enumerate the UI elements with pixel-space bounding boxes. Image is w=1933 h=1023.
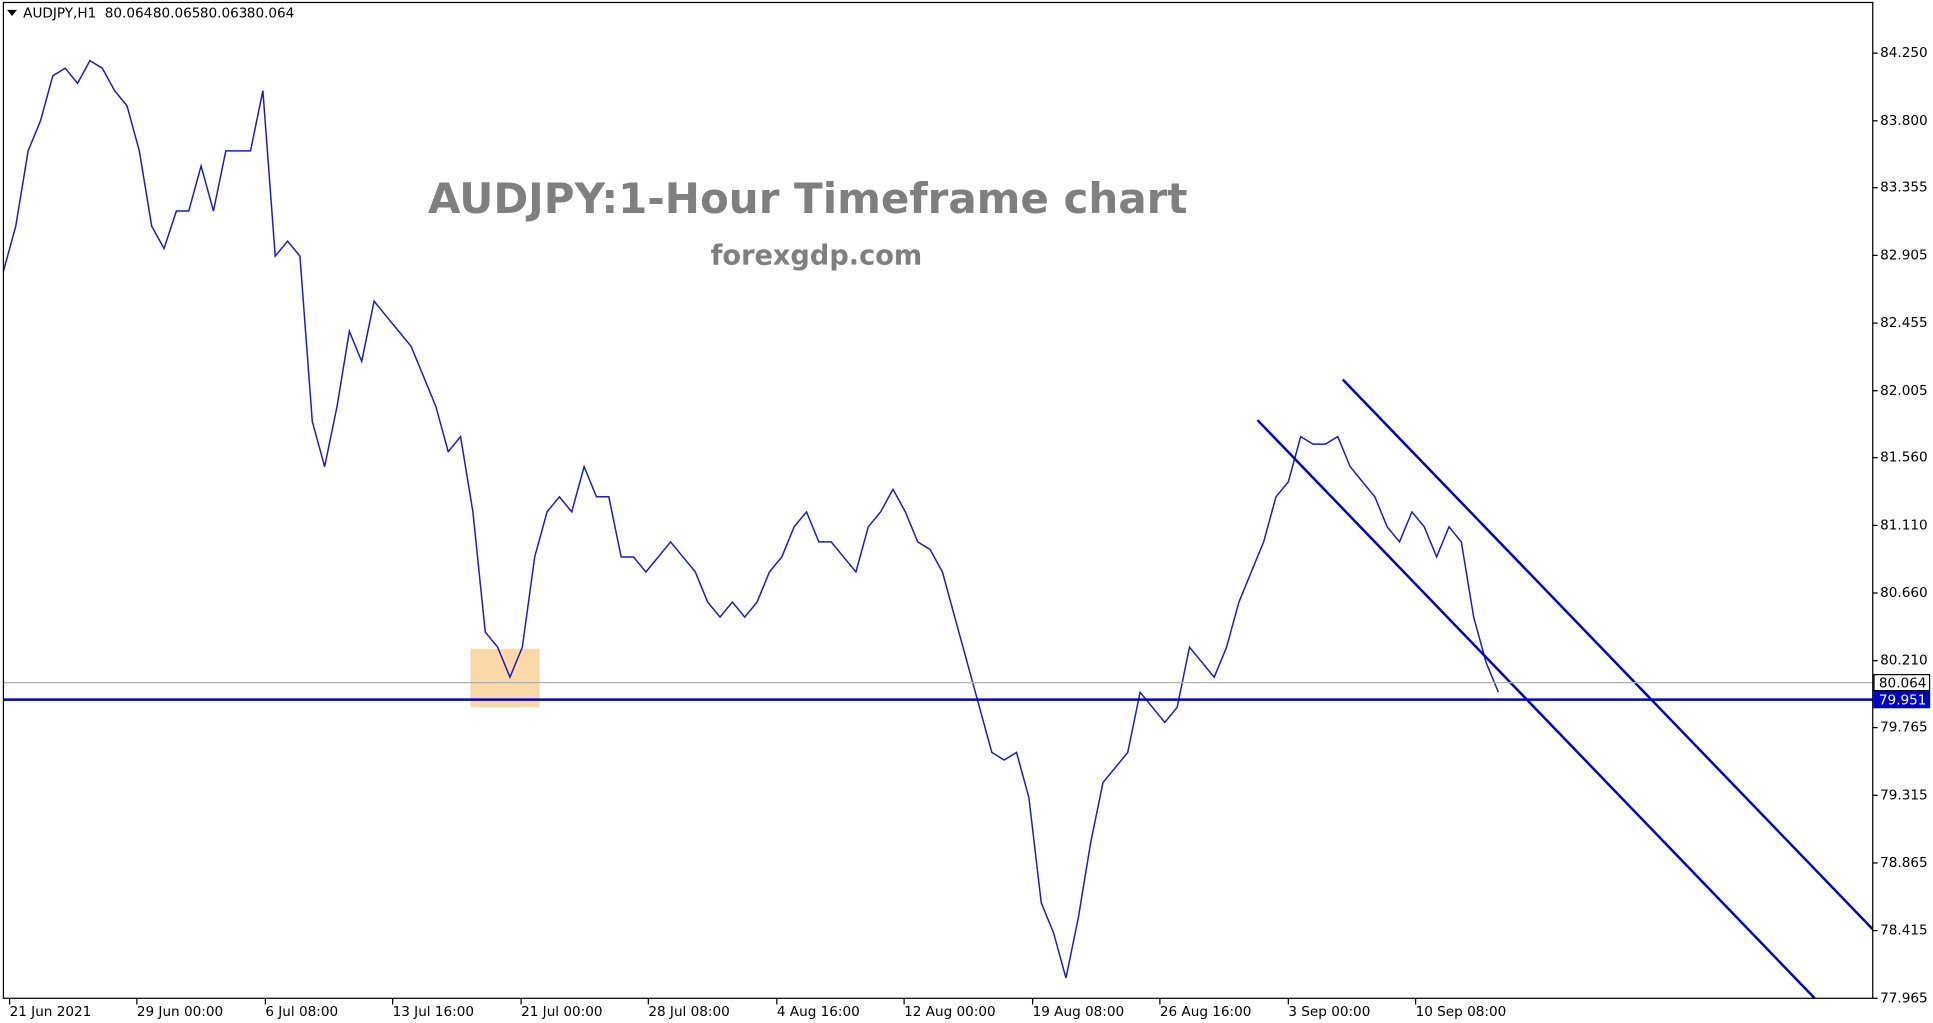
y-tick-label: 80.210 [1880, 653, 1928, 669]
x-tick-label: 26 Aug 16:00 [1160, 1004, 1252, 1020]
ohlc-high: 80.065 [153, 6, 201, 22]
price-line [3, 59, 1500, 979]
price-tag-label: 79.951 [1879, 692, 1927, 708]
y-tick-label: 80.660 [1880, 585, 1928, 601]
support-zone [470, 648, 540, 708]
ohlc-low: 80.063 [200, 6, 248, 22]
y-tick-label: 79.765 [1880, 720, 1928, 736]
x-tick-label: 6 Jul 08:00 [265, 1004, 338, 1020]
y-tick-label: 82.905 [1880, 247, 1928, 263]
ohlc-close: 80.064 [247, 6, 295, 22]
x-tick-label: 28 Jul 08:00 [648, 1004, 729, 1020]
x-tick-label: 19 Aug 08:00 [1033, 1004, 1125, 1020]
y-tick-label: 79.315 [1880, 787, 1928, 803]
symbol-label: AUDJPY,H1 [23, 6, 96, 22]
x-tick-label: 4 Aug 16:00 [777, 1004, 860, 1020]
chart-subtitle: forexgdp.com [711, 240, 923, 271]
x-tick-label: 13 Jul 16:00 [393, 1004, 474, 1020]
x-tick-label: 21 Jul 00:00 [521, 1004, 602, 1020]
x-tick-label: 12 Aug 00:00 [904, 1004, 996, 1020]
channel-line [1341, 378, 1873, 931]
y-tick-label: 77.965 [1880, 990, 1928, 1006]
y-tick-label: 81.560 [1880, 450, 1928, 466]
price-tag-label: 80.064 [1879, 675, 1927, 691]
y-tick-label: 82.455 [1880, 315, 1928, 331]
y-tick-label: 84.250 [1880, 45, 1928, 61]
plot-frame [2, 1, 1874, 999]
x-tick-label: 21 Jun 2021 [10, 1004, 92, 1020]
y-tick-label: 81.110 [1880, 517, 1928, 533]
plot [3, 59, 1873, 999]
y-tick-label: 83.355 [1880, 180, 1928, 196]
chart-title: AUDJPY:1-Hour Timeframe chart [428, 174, 1187, 223]
price-tag [1873, 690, 1931, 709]
y-tick-label: 82.005 [1880, 383, 1928, 399]
x-tick-label: 10 Sep 08:00 [1416, 1004, 1507, 1020]
menu-arrow[interactable] [7, 9, 18, 17]
x-tick-label: 3 Sep 00:00 [1288, 1004, 1370, 1020]
price-tag [1873, 673, 1931, 692]
y-tick-label: 78.865 [1880, 855, 1928, 871]
x-tick-label: 29 Jun 00:00 [137, 1004, 223, 1020]
channel-line [1256, 419, 1816, 999]
ohlc-open: 80.064 [105, 6, 153, 22]
y-tick-label: 78.415 [1880, 923, 1928, 939]
y-tick-label: 83.800 [1880, 113, 1928, 129]
